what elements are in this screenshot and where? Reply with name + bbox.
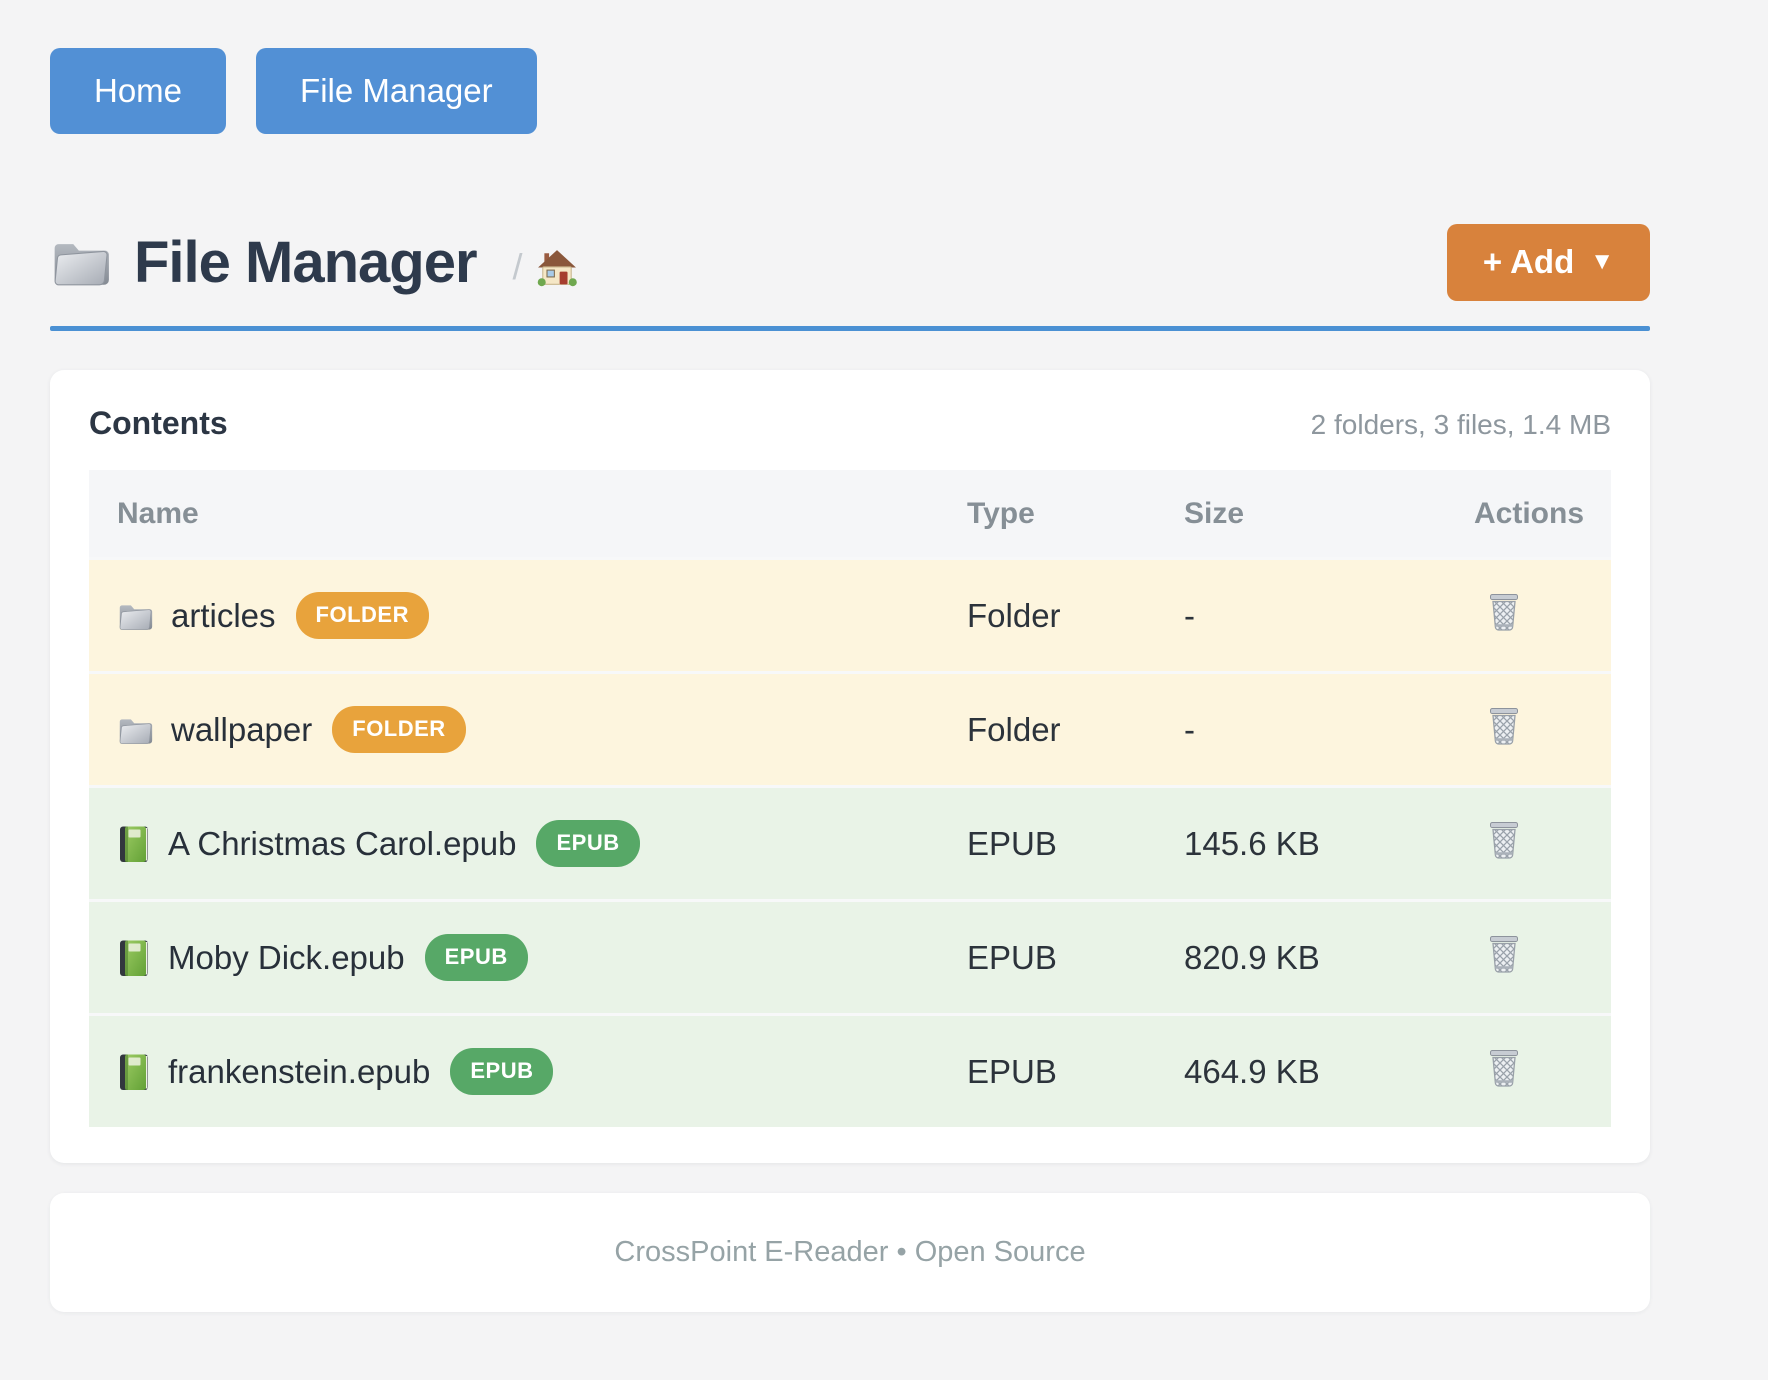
folder-icon	[117, 599, 154, 633]
epub-badge: EPUB	[425, 934, 528, 981]
column-header-size: Size	[1156, 470, 1446, 557]
footer: CrossPoint E-Reader • Open Source	[50, 1193, 1650, 1312]
home-nav-button[interactable]: Home	[50, 48, 226, 134]
item-name: frankenstein.epub	[168, 1053, 430, 1091]
folder-icon	[50, 235, 112, 289]
item-size: 820.9 KB	[1184, 939, 1320, 976]
folder-icon	[117, 713, 154, 747]
table-row: articles FOLDER Folder -	[89, 557, 1611, 671]
epub-badge: EPUB	[536, 820, 639, 867]
book-icon	[117, 939, 151, 977]
delete-button[interactable]	[1486, 821, 1522, 861]
table-row: wallpaper FOLDER Folder -	[89, 671, 1611, 785]
house-icon[interactable]	[537, 249, 577, 287]
page-title: File Manager	[134, 229, 477, 296]
delete-button[interactable]	[1486, 935, 1522, 975]
trash-icon	[1486, 1049, 1522, 1089]
table-header-row: Name Type Size Actions	[89, 470, 1611, 557]
epub-badge: EPUB	[450, 1048, 553, 1095]
file-link[interactable]: frankenstein.epub EPUB	[117, 1048, 939, 1095]
column-header-actions: Actions	[1446, 470, 1611, 557]
item-type: Folder	[967, 597, 1061, 634]
folder-link[interactable]: articles FOLDER	[117, 592, 939, 639]
contents-heading: Contents	[89, 404, 228, 442]
item-type: EPUB	[967, 939, 1057, 976]
table-row: A Christmas Carol.epub EPUB EPUB 145.6 K…	[89, 785, 1611, 899]
delete-button[interactable]	[1486, 593, 1522, 633]
file-manager-page: Home File Manager File Manager / + Add ▼…	[0, 0, 1768, 1312]
chevron-down-icon: ▼	[1590, 248, 1614, 276]
column-header-name: Name	[89, 470, 939, 557]
file-link[interactable]: Moby Dick.epub EPUB	[117, 934, 939, 981]
trash-icon	[1486, 707, 1522, 747]
item-name: wallpaper	[171, 711, 312, 749]
folder-badge: FOLDER	[332, 706, 465, 753]
trash-icon	[1486, 821, 1522, 861]
top-navigation: Home File Manager	[50, 48, 1650, 134]
item-type: Folder	[967, 711, 1061, 748]
item-size: -	[1184, 597, 1195, 634]
folder-link[interactable]: wallpaper FOLDER	[117, 706, 939, 753]
breadcrumb-separator: /	[513, 246, 523, 288]
trash-icon	[1486, 593, 1522, 633]
delete-button[interactable]	[1486, 707, 1522, 747]
page-header: File Manager / + Add ▼	[50, 220, 1650, 304]
item-size: -	[1184, 711, 1195, 748]
book-icon	[117, 1053, 151, 1091]
book-icon	[117, 825, 151, 863]
title-group: File Manager /	[50, 229, 577, 296]
file-table: Name Type Size Actions articles FOLDER	[89, 470, 1611, 1127]
contents-card-header: Contents 2 folders, 3 files, 1.4 MB	[89, 404, 1611, 442]
item-name: articles	[171, 597, 276, 635]
item-type: EPUB	[967, 825, 1057, 862]
item-name: Moby Dick.epub	[168, 939, 405, 977]
item-name: A Christmas Carol.epub	[168, 825, 516, 863]
item-size: 145.6 KB	[1184, 825, 1320, 862]
add-button[interactable]: + Add ▼	[1447, 224, 1650, 301]
table-row: frankenstein.epub EPUB EPUB 464.9 KB	[89, 1013, 1611, 1127]
contents-summary: 2 folders, 3 files, 1.4 MB	[1311, 409, 1611, 441]
file-manager-nav-button[interactable]: File Manager	[256, 48, 537, 134]
title-divider	[50, 326, 1650, 331]
footer-text: CrossPoint E-Reader • Open Source	[614, 1236, 1085, 1269]
column-header-type: Type	[939, 470, 1156, 557]
item-type: EPUB	[967, 1053, 1057, 1090]
delete-button[interactable]	[1486, 1049, 1522, 1089]
add-button-label: + Add	[1483, 243, 1574, 281]
table-row: Moby Dick.epub EPUB EPUB 820.9 KB	[89, 899, 1611, 1013]
trash-icon	[1486, 935, 1522, 975]
folder-badge: FOLDER	[296, 592, 429, 639]
contents-card: Contents 2 folders, 3 files, 1.4 MB Name…	[50, 370, 1650, 1163]
item-size: 464.9 KB	[1184, 1053, 1320, 1090]
file-link[interactable]: A Christmas Carol.epub EPUB	[117, 820, 939, 867]
